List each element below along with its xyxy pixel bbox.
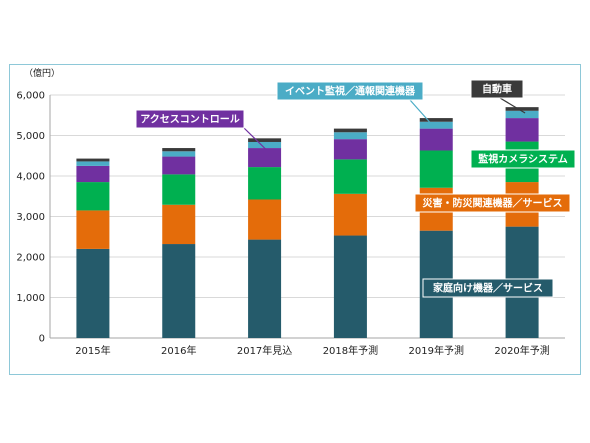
y-tick-label: 3,000 — [16, 212, 45, 223]
callout-label: 家庭向け機器／サービス — [433, 282, 543, 295]
bar-segment — [333, 159, 367, 194]
bars — [76, 107, 539, 338]
bar-segment — [248, 141, 282, 149]
x-tick-label: 2018年予測 — [323, 344, 378, 357]
y-tick-label: 0 — [39, 334, 45, 345]
callout-label: 災害・防災関連機器／サービス — [422, 197, 563, 210]
bar-segment — [333, 235, 367, 338]
bar-segment — [76, 158, 110, 162]
x-axis: 2015年 2016年 2017年見込 2018年予測 2019年予測 2020年予測 — [75, 344, 550, 357]
x-tick-label: 2015年 — [75, 344, 110, 357]
bar-segment — [248, 167, 282, 200]
bar-segment — [76, 165, 110, 183]
y-tick-label: 2,000 — [16, 253, 45, 264]
y-tick-label: 4,000 — [16, 172, 45, 183]
bar-segment — [419, 118, 453, 122]
bar-segment — [162, 204, 196, 245]
bar-segment — [333, 128, 367, 133]
callout-box — [414, 193, 571, 213]
callout-label: 監視カメラシステム — [478, 153, 568, 166]
callout-label: 自動車 — [482, 83, 512, 96]
chart-frame: （億円） 0 1,000 2,000 3,000 4,000 5,000 6,000 201… — [9, 64, 581, 375]
y-tick-label: 5,000 — [16, 131, 45, 142]
bar-segment — [505, 110, 539, 119]
bar-segment — [248, 199, 282, 240]
x-tick-label: 2020年予測 — [494, 344, 549, 357]
y-axis: 0 1,000 2,000 3,000 4,000 5,000 6,000 — [16, 91, 51, 345]
callout-pointer — [409, 99, 433, 126]
x-tick-label: 2017年見込 — [237, 344, 292, 357]
grid-lines — [50, 94, 565, 339]
bar-segment — [162, 244, 196, 338]
callout-box — [276, 81, 424, 101]
bar-segment — [248, 148, 282, 168]
callout-label: アクセスコントロール — [140, 114, 240, 126]
y-tick-label: 6,000 — [16, 91, 45, 102]
bar-segment — [419, 128, 453, 151]
callout-box — [135, 109, 245, 129]
bar-segment — [333, 139, 367, 160]
callout-label: イベント監視／通報関連機器 — [285, 85, 416, 98]
bar-segment — [333, 132, 367, 140]
bar-segment — [76, 161, 110, 166]
bar-segment — [333, 193, 367, 236]
bar-segment — [162, 151, 196, 157]
bar-segment — [419, 150, 453, 188]
bar-segment — [248, 239, 282, 338]
callout-box — [470, 79, 524, 99]
x-tick-label: 2016年 — [161, 344, 196, 357]
bar-segment — [248, 138, 282, 142]
bar-segment — [162, 156, 196, 175]
callout-pointer — [499, 97, 526, 114]
bar-segment — [505, 118, 539, 142]
bar-segment — [419, 121, 453, 129]
callout-box — [422, 278, 554, 298]
bar-segment — [76, 248, 110, 338]
callout-pointer — [243, 127, 269, 152]
bar-segment — [505, 107, 539, 111]
bar-segment — [162, 148, 196, 152]
stacked-bar-chart: （億円） 0 1,000 2,000 3,000 4,000 5,000 6,000 201… — [16, 67, 576, 357]
callouts: 家庭向け機器／サービス 災害・防災関連機器／サービス 監視カメラシステム アクセスコン… — [135, 79, 576, 298]
bar-segment — [76, 182, 110, 211]
bar-segment — [76, 210, 110, 249]
y-tick-label: 1,000 — [16, 293, 45, 304]
y-axis-unit-label: （億円） — [24, 67, 60, 79]
x-tick-label: 2019年予測 — [409, 344, 464, 357]
callout-box — [470, 149, 576, 169]
bar-segment — [162, 174, 196, 205]
